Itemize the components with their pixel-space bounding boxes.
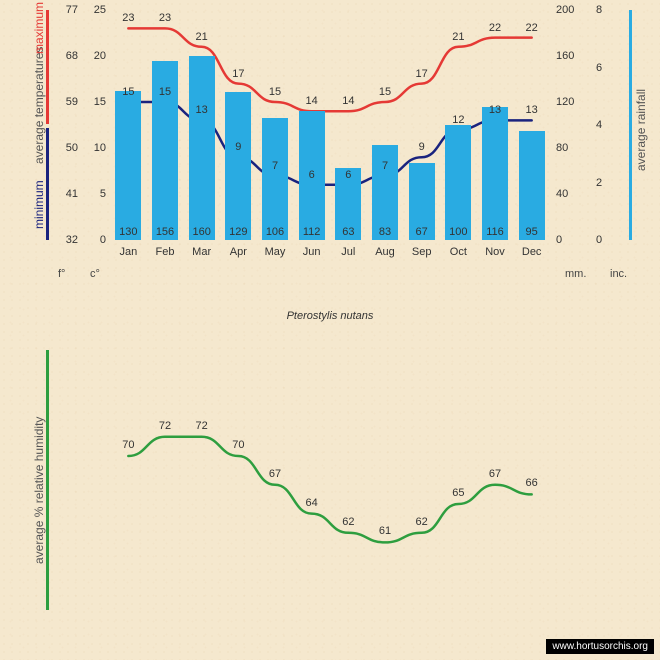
min-temp-value: 7 <box>368 160 402 172</box>
month-label: Jun <box>295 246 329 258</box>
tick-in: 6 <box>596 62 602 74</box>
rainfall-value: 130 <box>115 226 141 238</box>
month-label: Jan <box>111 246 145 258</box>
month-label: Apr <box>221 246 255 258</box>
tick-mm: 160 <box>556 50 574 62</box>
rainfall-bar <box>115 91 141 241</box>
humidity-value: 72 <box>188 420 216 432</box>
tick-f: 68 <box>60 50 78 62</box>
humidity-value: 66 <box>518 477 546 489</box>
tick-f: 41 <box>60 188 78 200</box>
tick-f: 77 <box>60 4 78 16</box>
month-label: Nov <box>478 246 512 258</box>
tick-c: 15 <box>88 96 106 108</box>
max-temp-value: 14 <box>295 95 329 107</box>
max-temp-value: 14 <box>331 95 365 107</box>
tick-mm: 120 <box>556 96 574 108</box>
min-temp-value: 6 <box>331 169 365 181</box>
rainfall-value: 106 <box>262 226 288 238</box>
rainfall-value: 95 <box>519 226 545 238</box>
min-temp-value: 15 <box>111 86 145 98</box>
month-label: Oct <box>441 246 475 258</box>
rainfall-value: 100 <box>445 226 471 238</box>
humidity-value: 70 <box>114 439 142 451</box>
rainfall-value: 112 <box>299 226 325 238</box>
min-temp-value: 6 <box>295 169 329 181</box>
tick-in: 4 <box>596 119 602 131</box>
rainfall-value: 63 <box>335 226 361 238</box>
max-temp-value: 15 <box>258 86 292 98</box>
humidity-value: 67 <box>481 468 509 480</box>
rainfall-value: 67 <box>409 226 435 238</box>
month-label: Jul <box>331 246 365 258</box>
rainfall-bar <box>225 92 251 240</box>
tick-f: 59 <box>60 96 78 108</box>
min-temp-value: 9 <box>221 141 255 153</box>
tick-c: 25 <box>88 4 106 16</box>
watermark: www.hortusorchis.org <box>546 639 654 654</box>
min-temp-value: 7 <box>258 160 292 172</box>
max-temp-value: 17 <box>221 68 255 80</box>
month-label: May <box>258 246 292 258</box>
humidity-value: 64 <box>298 497 326 509</box>
tick-mm: 200 <box>556 4 574 16</box>
tick-c: 20 <box>88 50 106 62</box>
min-temp-value: 13 <box>515 104 549 116</box>
humidity-value: 61 <box>371 525 399 537</box>
min-temp-value: 9 <box>405 141 439 153</box>
month-label: Aug <box>368 246 402 258</box>
max-temp-value: 22 <box>515 22 549 34</box>
month-label: Feb <box>148 246 182 258</box>
rainfall-value: 116 <box>482 226 508 238</box>
rainfall-value: 129 <box>225 226 251 238</box>
min-temp-value: 13 <box>185 104 219 116</box>
rainfall-bar <box>519 131 545 240</box>
rainfall-bar <box>445 125 471 240</box>
humidity-value: 62 <box>408 516 436 528</box>
rainfall-bar <box>482 107 508 240</box>
rainfall-bar <box>262 118 288 240</box>
month-label: Mar <box>185 246 219 258</box>
min-temp-value: 15 <box>148 86 182 98</box>
tick-c: 0 <box>88 234 106 246</box>
tick-mm: 40 <box>556 188 568 200</box>
rainfall-value: 156 <box>152 226 178 238</box>
tick-in: 2 <box>596 177 602 189</box>
max-temp-value: 17 <box>405 68 439 80</box>
humidity-value: 65 <box>444 487 472 499</box>
rainfall-value: 160 <box>189 226 215 238</box>
max-temp-value: 22 <box>478 22 512 34</box>
max-temp-value: 15 <box>368 86 402 98</box>
tick-f: 32 <box>60 234 78 246</box>
rainfall-bar <box>189 56 215 240</box>
humidity-value: 62 <box>334 516 362 528</box>
max-temp-value: 21 <box>441 31 475 43</box>
max-temp-value: 21 <box>185 31 219 43</box>
humidity-value: 67 <box>261 468 289 480</box>
max-temp-value: 23 <box>111 12 145 24</box>
tick-in: 8 <box>596 4 602 16</box>
min-temp-value: 13 <box>478 104 512 116</box>
max-temp-value: 23 <box>148 12 182 24</box>
humidity-value: 72 <box>151 420 179 432</box>
min-temp-value: 12 <box>441 114 475 126</box>
tick-mm: 80 <box>556 142 568 154</box>
tick-c: 5 <box>88 188 106 200</box>
tick-c: 10 <box>88 142 106 154</box>
rainfall-value: 83 <box>372 226 398 238</box>
month-label: Sep <box>405 246 439 258</box>
tick-mm: 0 <box>556 234 562 246</box>
tick-in: 0 <box>596 234 602 246</box>
tick-f: 50 <box>60 142 78 154</box>
month-label: Dec <box>515 246 549 258</box>
humidity-value: 70 <box>224 439 252 451</box>
